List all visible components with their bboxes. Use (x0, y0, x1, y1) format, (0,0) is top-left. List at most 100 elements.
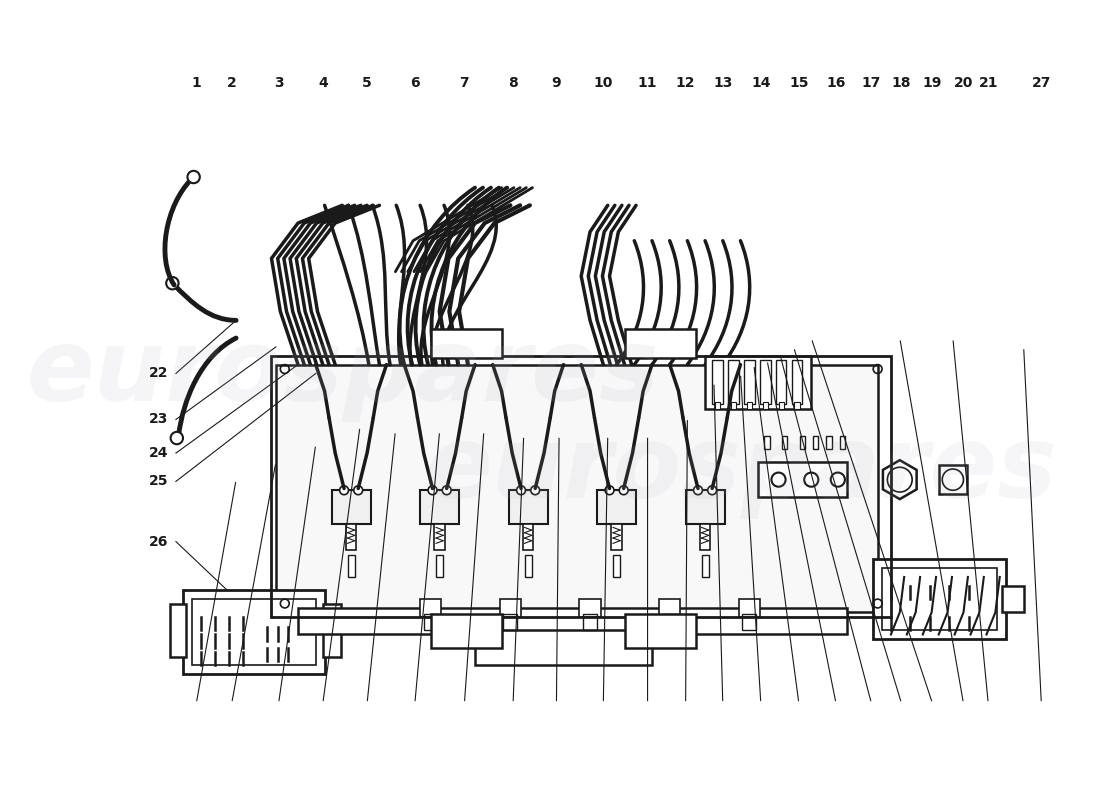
Bar (597, 490, 636, 524)
Bar (762, 402, 768, 409)
Bar (705, 356, 812, 409)
Bar (626, 614, 696, 648)
Bar (191, 599, 316, 666)
Bar (332, 490, 371, 524)
Bar (345, 524, 356, 550)
Bar (499, 599, 521, 617)
Bar (431, 330, 502, 358)
Bar (742, 614, 757, 630)
Text: 22: 22 (148, 366, 168, 381)
Bar (475, 630, 652, 666)
Bar (348, 555, 354, 577)
Circle shape (354, 486, 363, 494)
Bar (800, 436, 805, 449)
Circle shape (166, 277, 178, 290)
Text: eurospares: eurospares (26, 325, 659, 422)
Bar (792, 360, 802, 405)
Text: 17: 17 (861, 76, 881, 90)
Text: 24: 24 (148, 446, 168, 460)
Text: 15: 15 (789, 76, 808, 90)
Bar (613, 555, 620, 577)
Bar (839, 436, 845, 449)
Bar (1001, 586, 1024, 612)
Bar (813, 436, 818, 449)
Text: 19: 19 (923, 76, 943, 90)
Text: 7: 7 (460, 76, 470, 90)
Text: 14: 14 (751, 76, 771, 90)
Circle shape (694, 486, 703, 494)
Bar (504, 614, 517, 630)
Bar (685, 490, 725, 524)
Bar (826, 436, 832, 449)
Polygon shape (883, 460, 916, 499)
Bar (626, 330, 696, 358)
Text: 16: 16 (826, 76, 846, 90)
Bar (612, 524, 621, 550)
Bar (424, 614, 438, 630)
Bar (760, 360, 771, 405)
Bar (662, 614, 676, 630)
Bar (522, 524, 534, 550)
Circle shape (531, 486, 540, 494)
Text: 13: 13 (713, 76, 733, 90)
Bar (420, 599, 441, 617)
Bar (776, 360, 786, 405)
Bar (420, 490, 459, 524)
Bar (747, 402, 752, 409)
Bar (873, 559, 1005, 639)
Circle shape (517, 486, 526, 494)
Text: eurospares: eurospares (425, 422, 1057, 519)
Text: 5: 5 (362, 76, 372, 90)
Text: 12: 12 (675, 76, 695, 90)
Bar (322, 603, 341, 657)
Text: 1: 1 (191, 76, 201, 90)
Circle shape (340, 486, 349, 494)
Text: 18: 18 (892, 76, 911, 90)
Circle shape (707, 486, 716, 494)
Bar (739, 599, 760, 617)
Bar (169, 603, 186, 657)
Circle shape (187, 171, 200, 183)
Bar (659, 599, 680, 617)
Bar (276, 365, 878, 612)
Text: 11: 11 (638, 76, 658, 90)
Circle shape (170, 432, 183, 444)
Bar (715, 402, 720, 409)
Bar (431, 614, 502, 648)
Bar (744, 360, 755, 405)
Text: 26: 26 (148, 534, 168, 549)
Text: 6: 6 (410, 76, 420, 90)
Bar (730, 402, 736, 409)
Bar (728, 360, 739, 405)
Bar (938, 466, 967, 494)
Circle shape (442, 486, 451, 494)
Bar (525, 555, 531, 577)
Text: 4: 4 (318, 76, 328, 90)
Bar (183, 590, 324, 674)
Bar (583, 614, 597, 630)
Text: 27: 27 (1032, 76, 1050, 90)
Text: 3: 3 (274, 76, 284, 90)
Bar (580, 599, 601, 617)
Text: 21: 21 (979, 76, 998, 90)
Bar (436, 555, 443, 577)
Bar (702, 555, 708, 577)
Bar (272, 356, 891, 617)
Bar (508, 490, 548, 524)
Bar (764, 436, 770, 449)
Bar (794, 402, 800, 409)
Bar (298, 608, 847, 634)
Text: 2: 2 (227, 76, 236, 90)
Bar (434, 524, 444, 550)
Text: 20: 20 (954, 76, 974, 90)
Text: 23: 23 (148, 413, 168, 426)
Bar (882, 568, 997, 630)
Bar (779, 402, 784, 409)
Text: 9: 9 (551, 76, 561, 90)
Bar (782, 436, 788, 449)
Bar (700, 524, 711, 550)
Text: 10: 10 (594, 76, 613, 90)
Circle shape (428, 486, 437, 494)
Bar (712, 360, 723, 405)
Bar (758, 462, 847, 498)
